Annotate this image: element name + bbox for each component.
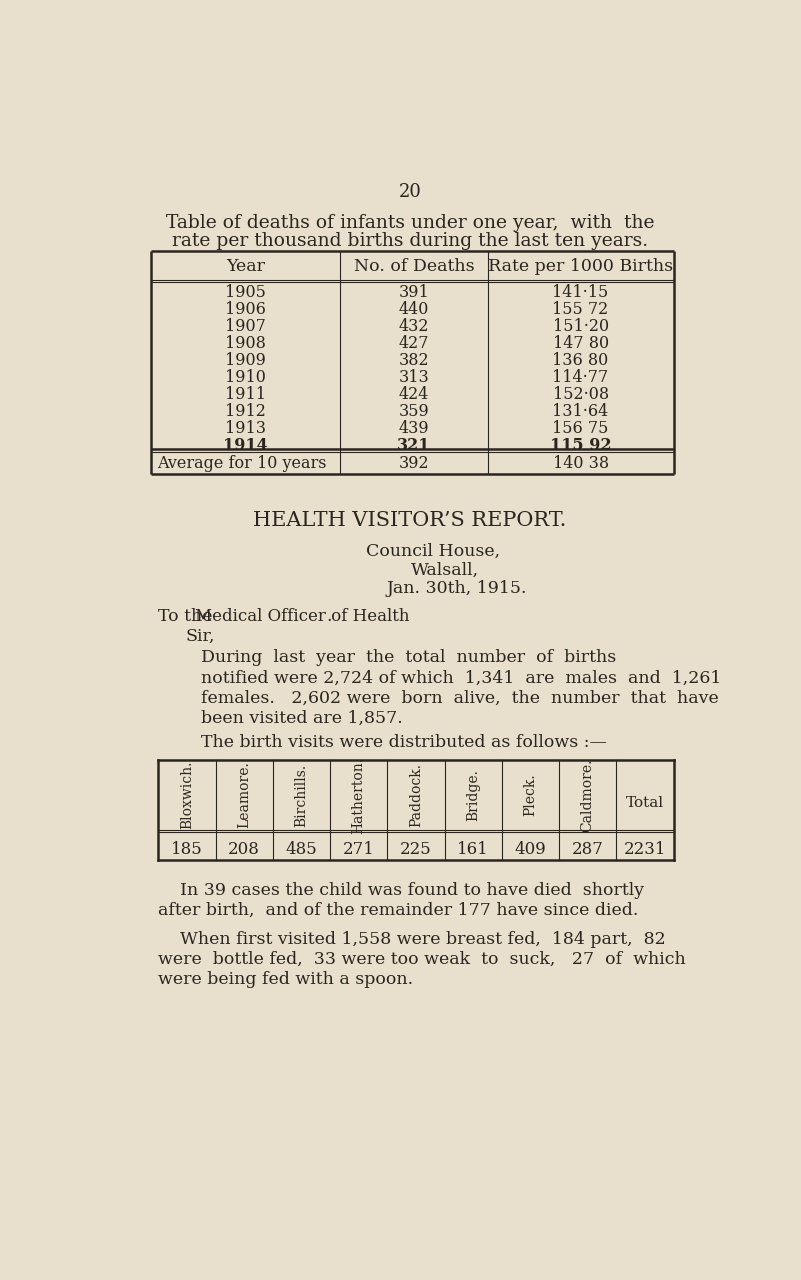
Text: 1907: 1907 <box>225 319 266 335</box>
Text: In 39 cases the child was found to have died  shortly: In 39 cases the child was found to have … <box>159 882 644 899</box>
Text: 271: 271 <box>343 841 375 858</box>
Text: 155 72: 155 72 <box>553 301 609 319</box>
Text: Leamore.: Leamore. <box>237 762 252 828</box>
Text: 2231: 2231 <box>624 841 666 858</box>
Text: 156 75: 156 75 <box>553 420 609 436</box>
Text: 432: 432 <box>399 319 429 335</box>
Text: 409: 409 <box>514 841 546 858</box>
Text: after birth,  and of the remainder 177 have since died.: after birth, and of the remainder 177 ha… <box>159 902 638 919</box>
Text: .: . <box>327 608 332 625</box>
Text: Total: Total <box>626 796 664 810</box>
Text: 1910: 1910 <box>225 369 266 387</box>
Text: 152·08: 152·08 <box>553 387 609 403</box>
Text: Bloxwich.: Bloxwich. <box>180 760 194 829</box>
Text: 147 80: 147 80 <box>553 335 609 352</box>
Text: 141·15: 141·15 <box>553 284 609 302</box>
Text: Rate per 1000 Births: Rate per 1000 Births <box>488 259 673 275</box>
Text: 1908: 1908 <box>225 335 266 352</box>
Text: 391: 391 <box>399 284 429 302</box>
Text: Year: Year <box>226 259 265 275</box>
Text: Hatherton.: Hatherton. <box>352 756 366 833</box>
Text: 1906: 1906 <box>225 301 266 319</box>
Text: Jan. 30th, 1915.: Jan. 30th, 1915. <box>386 580 527 598</box>
Text: 114·77: 114·77 <box>553 369 609 387</box>
Text: Table of deaths of infants under one year,  with  the: Table of deaths of infants under one yea… <box>166 214 654 232</box>
Text: Caldmore.: Caldmore. <box>581 758 594 832</box>
Text: 439: 439 <box>399 420 429 436</box>
Text: 440: 440 <box>399 301 429 319</box>
Text: To the: To the <box>159 608 218 625</box>
Text: rate per thousand births during the last ten years.: rate per thousand births during the last… <box>172 232 648 250</box>
Text: When first visited 1,558 were breast fed,  184 part,  82: When first visited 1,558 were breast fed… <box>159 932 666 948</box>
Text: 1914: 1914 <box>223 436 268 454</box>
Text: 1905: 1905 <box>225 284 266 302</box>
Text: 151·20: 151·20 <box>553 319 609 335</box>
Text: 1909: 1909 <box>225 352 266 369</box>
Text: been visited are 1,857.: been visited are 1,857. <box>201 709 403 727</box>
Text: Paddock.: Paddock. <box>409 763 423 827</box>
Text: were  bottle fed,  33 were too weak  to  suck,   27  of  which: were bottle fed, 33 were too weak to suc… <box>159 951 686 969</box>
Text: 185: 185 <box>171 841 203 858</box>
Text: HEALTH VISITOR’S REPORT.: HEALTH VISITOR’S REPORT. <box>253 511 567 530</box>
Text: 392: 392 <box>399 454 429 471</box>
Text: notified were 2,724 of which  1,341  are  males  and  1,261: notified were 2,724 of which 1,341 are m… <box>201 669 721 686</box>
Text: Bridge.: Bridge. <box>466 769 481 820</box>
Text: 161: 161 <box>457 841 489 858</box>
Text: 485: 485 <box>285 841 317 858</box>
Text: 208: 208 <box>228 841 260 858</box>
Text: Sir,: Sir, <box>185 628 215 645</box>
Text: 1913: 1913 <box>225 420 266 436</box>
Text: 115 92: 115 92 <box>549 436 611 454</box>
Text: 321: 321 <box>397 436 431 454</box>
Text: Birchills.: Birchills. <box>295 763 308 827</box>
Text: Walsall,: Walsall, <box>411 562 479 579</box>
Text: 424: 424 <box>399 387 429 403</box>
Text: 20: 20 <box>399 183 421 201</box>
Text: Average for 10 years: Average for 10 years <box>157 454 326 471</box>
Text: 313: 313 <box>399 369 429 387</box>
Text: During  last  year  the  total  number  of  births: During last year the total number of bir… <box>201 649 616 667</box>
Text: 131·64: 131·64 <box>553 403 609 420</box>
Text: 1912: 1912 <box>225 403 266 420</box>
Text: females.   2,602 were  born  alive,  the  number  that  have: females. 2,602 were born alive, the numb… <box>201 690 718 707</box>
Text: 1911: 1911 <box>225 387 266 403</box>
Text: Council House,: Council House, <box>366 543 501 561</box>
Text: 136 80: 136 80 <box>553 352 609 369</box>
Text: The birth visits were distributed as follows :—: The birth visits were distributed as fol… <box>201 735 606 751</box>
Text: No. of Deaths: No. of Deaths <box>354 259 474 275</box>
Text: 287: 287 <box>572 841 604 858</box>
Text: 427: 427 <box>399 335 429 352</box>
Text: 140 38: 140 38 <box>553 454 609 471</box>
Text: 382: 382 <box>399 352 429 369</box>
Text: 225: 225 <box>400 841 432 858</box>
Text: were being fed with a spoon.: were being fed with a spoon. <box>159 972 413 988</box>
Text: Pleck.: Pleck. <box>524 773 537 817</box>
Text: Medical Officer of Health: Medical Officer of Health <box>195 608 409 625</box>
Text: 359: 359 <box>399 403 429 420</box>
